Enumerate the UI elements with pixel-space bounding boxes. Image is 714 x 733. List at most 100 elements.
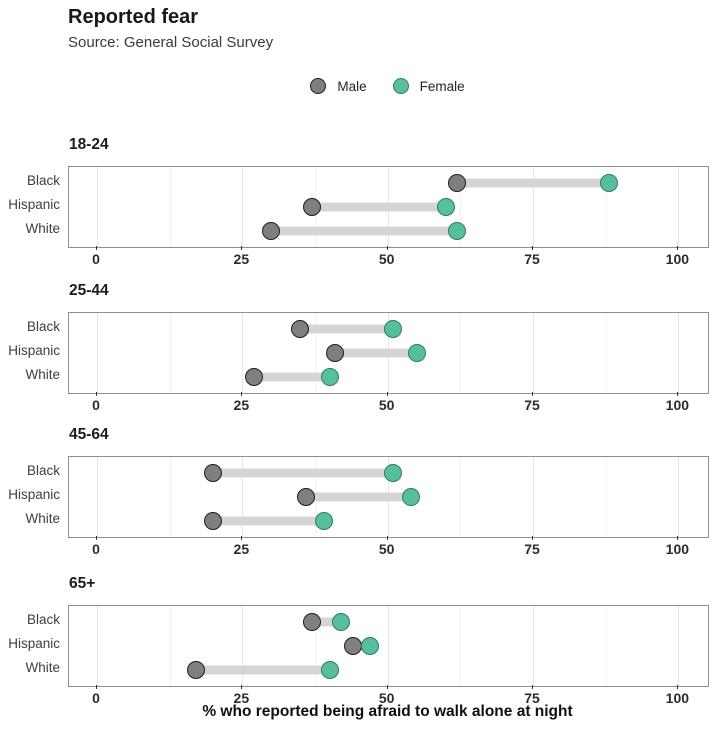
tick-mark	[532, 685, 534, 689]
female-dot	[448, 222, 467, 240]
row-label: Hispanic	[8, 197, 60, 212]
tick-mark	[532, 392, 534, 396]
tick-mark	[241, 392, 243, 396]
dumbbell-segment	[306, 492, 411, 502]
major-gridline	[678, 457, 680, 537]
row-label: White	[25, 221, 60, 236]
male-dot-icon	[310, 78, 327, 94]
minor-gridline	[460, 167, 462, 247]
row-label: Black	[26, 463, 60, 478]
major-gridline	[678, 167, 680, 247]
chart-title: Reported fear	[68, 6, 199, 28]
female-dot	[320, 368, 339, 386]
minor-gridline	[460, 313, 462, 393]
x-axis-title: % who reported being afraid to walk alon…	[202, 703, 573, 720]
tick-mark	[96, 536, 98, 540]
tick-mark	[386, 392, 388, 396]
tick-mark	[532, 246, 534, 250]
male-dot	[448, 174, 467, 192]
facet-65+: 65+ Black Hispanic White 0 25 50 75 100	[0, 567, 714, 712]
minor-gridline	[605, 313, 607, 393]
minor-gridline	[169, 457, 171, 537]
chart-subtitle: Source: General Social Survey	[68, 34, 274, 51]
x-axis: 0 25 50 75 100	[68, 536, 707, 562]
x-axis: 0 25 50 75 100	[68, 392, 707, 418]
panel	[68, 605, 709, 687]
legend-label-female: Female	[419, 78, 465, 94]
minor-gridline	[605, 457, 607, 537]
major-gridline	[387, 606, 389, 686]
facet-label: 65+	[69, 575, 96, 592]
panel	[68, 312, 709, 394]
major-gridline	[533, 167, 535, 247]
female-dot	[407, 344, 426, 362]
dumbbell-segment	[213, 516, 324, 526]
legend-label-male: Male	[337, 78, 367, 94]
female-dot	[436, 198, 455, 216]
major-gridline	[242, 167, 244, 247]
major-gridline	[242, 606, 244, 686]
tick-label: 25	[233, 541, 250, 557]
tick-label: 75	[524, 690, 540, 706]
dumbbell-segment	[312, 202, 446, 212]
tick-label: 100	[665, 251, 690, 267]
tick-label: 100	[665, 541, 690, 557]
tick-label: 75	[524, 541, 540, 557]
female-dot	[384, 464, 403, 482]
male-dot	[303, 613, 322, 631]
female-dot	[332, 613, 351, 631]
female-dot	[320, 661, 339, 679]
male-dot	[303, 198, 322, 216]
male-dot	[186, 661, 205, 679]
panel	[68, 456, 709, 538]
major-gridline	[97, 457, 99, 537]
female-dot-icon	[392, 78, 409, 94]
row-label: White	[25, 511, 60, 526]
row-label: Hispanic	[8, 636, 60, 651]
female-dot	[599, 174, 618, 192]
female-dot	[361, 637, 380, 655]
tick-mark	[677, 392, 679, 396]
major-gridline	[97, 313, 99, 393]
dumbbell-segment	[213, 468, 394, 478]
legend-item-female: Female	[392, 78, 465, 94]
tick-label: 0	[92, 397, 100, 413]
male-dot	[262, 222, 281, 240]
minor-gridline	[460, 457, 462, 537]
tick-mark	[96, 246, 98, 250]
minor-gridline	[315, 606, 317, 686]
tick-label: 50	[378, 397, 395, 413]
male-dot	[291, 320, 310, 338]
minor-gridline	[169, 606, 171, 686]
major-gridline	[678, 313, 680, 393]
x-axis: 0 25 50 75 100	[68, 685, 707, 711]
male-dot	[326, 344, 345, 362]
female-dot	[384, 320, 403, 338]
legend: Male Female	[68, 78, 707, 94]
tick-label: 75	[524, 251, 540, 267]
tick-mark	[532, 536, 534, 540]
tick-label: 75	[524, 397, 540, 413]
major-gridline	[533, 606, 535, 686]
tick-label: 0	[92, 690, 100, 706]
tick-mark	[677, 246, 679, 250]
tick-label: 0	[92, 541, 100, 557]
facet-label: 25-44	[69, 282, 109, 299]
facet-45-64: 45-64 Black Hispanic White 0 25 50 75 100	[0, 418, 714, 563]
tick-mark	[677, 536, 679, 540]
tick-mark	[386, 685, 388, 689]
major-gridline	[242, 313, 244, 393]
female-dot	[401, 488, 420, 506]
major-gridline	[678, 606, 680, 686]
dumbbell-segment	[271, 226, 458, 236]
minor-gridline	[605, 167, 607, 247]
minor-gridline	[169, 167, 171, 247]
tick-mark	[677, 685, 679, 689]
tick-label: 50	[378, 690, 395, 706]
tick-label: 25	[233, 397, 250, 413]
row-label: Black	[26, 319, 60, 334]
tick-mark	[96, 685, 98, 689]
minor-gridline	[460, 606, 462, 686]
tick-mark	[386, 536, 388, 540]
major-gridline	[533, 457, 535, 537]
